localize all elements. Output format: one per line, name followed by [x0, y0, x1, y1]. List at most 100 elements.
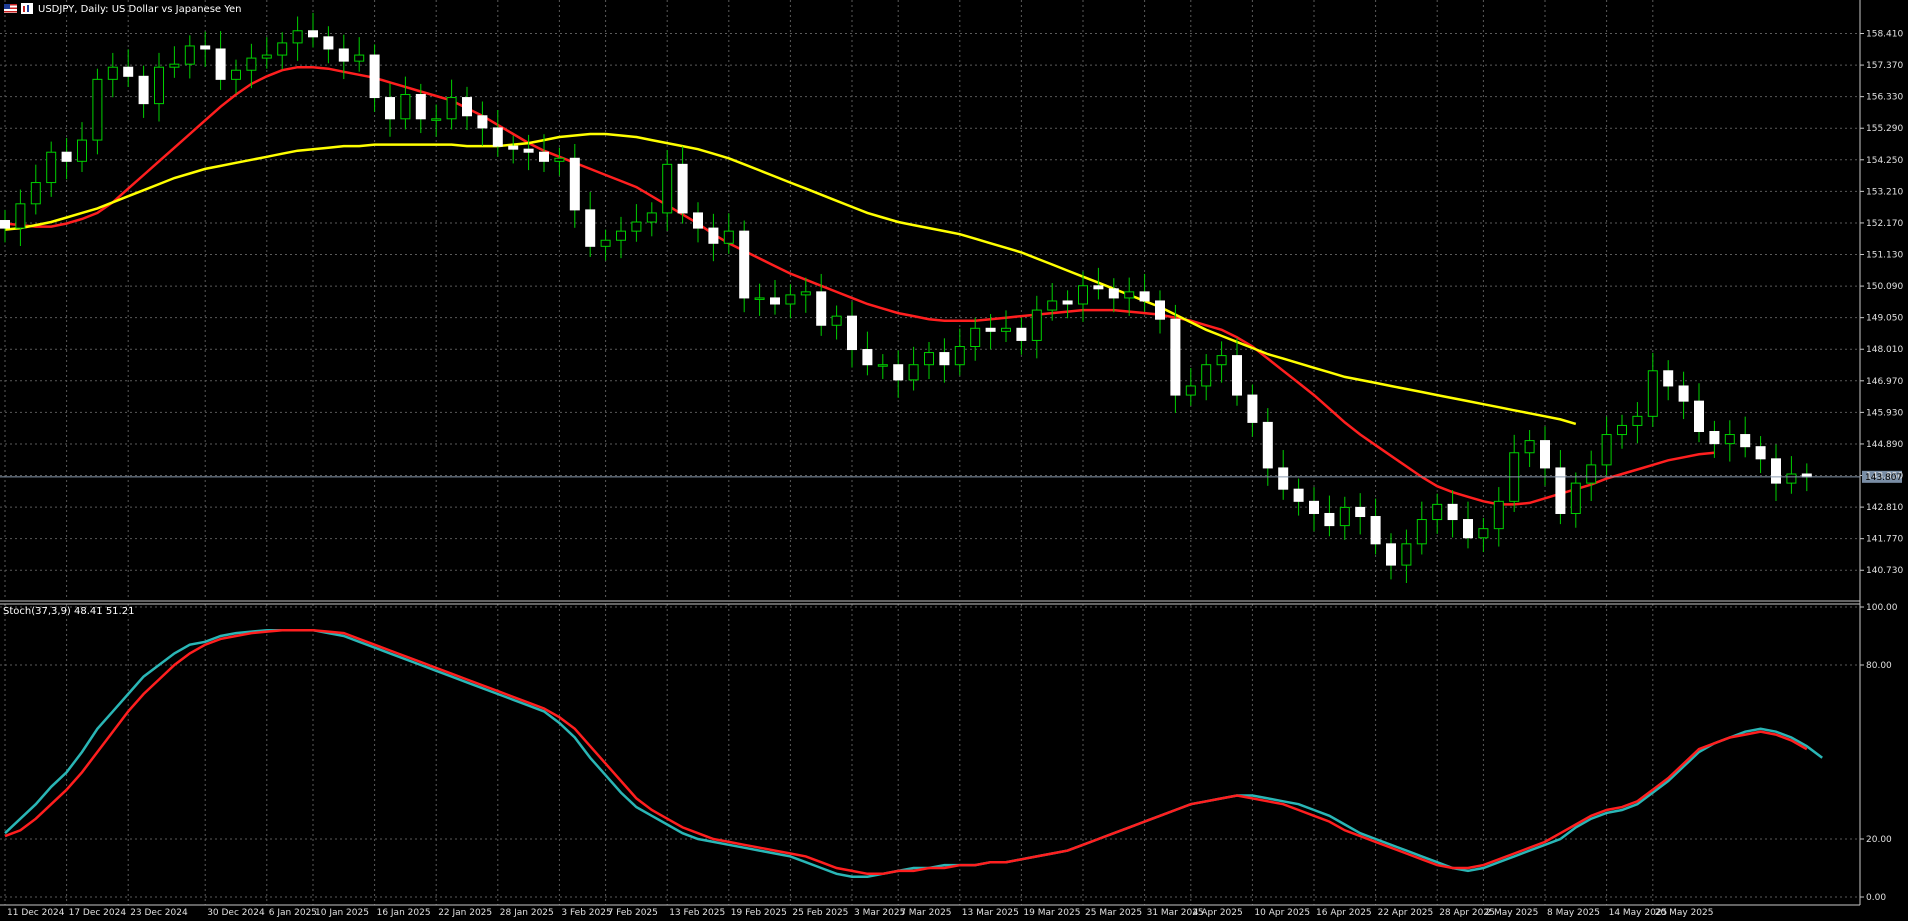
candle-body	[400, 94, 411, 120]
chart-flag-icon	[4, 4, 17, 13]
candle-body	[1370, 516, 1381, 545]
candle-body	[646, 212, 657, 223]
candle	[816, 273, 827, 336]
candle	[1432, 493, 1443, 534]
x-tick-label: 25 Mar 2025	[1085, 908, 1142, 918]
price-tick-label: 155.290	[1866, 124, 1903, 134]
candle-body	[1139, 291, 1150, 302]
candle-body	[292, 30, 303, 44]
candle	[908, 346, 919, 391]
candle-body	[169, 63, 180, 68]
candle-body	[1262, 421, 1273, 469]
candle	[1771, 444, 1781, 502]
candle-body	[1293, 488, 1304, 502]
candle	[77, 122, 87, 172]
chart-type-icon[interactable]	[21, 3, 33, 14]
x-tick-label: 28 Apr 2025	[1439, 908, 1495, 918]
candle	[15, 189, 26, 247]
candle	[261, 37, 272, 69]
candle	[1139, 273, 1150, 312]
candle-body	[462, 97, 472, 117]
candle	[862, 331, 873, 376]
candle	[1570, 472, 1581, 528]
candlesticks	[0, 12, 1812, 583]
candle-body	[708, 227, 719, 244]
candle-body	[585, 209, 596, 247]
price-tick-label: 157.370	[1866, 61, 1903, 71]
candle	[400, 76, 411, 130]
candle	[677, 146, 688, 224]
candle	[1155, 290, 1165, 334]
candle	[893, 350, 904, 398]
candle	[1416, 501, 1427, 555]
x-tick-label: 22 Jan 2025	[438, 908, 492, 918]
candle	[354, 37, 365, 72]
candle	[924, 341, 934, 379]
candle-body	[1493, 500, 1504, 530]
candle	[1401, 529, 1412, 583]
candle	[1232, 337, 1242, 406]
candle	[323, 26, 334, 64]
x-tick-label: 23 Dec 2024	[130, 908, 188, 918]
candle-body	[354, 54, 365, 62]
candle	[1647, 352, 1658, 427]
candle-body	[954, 346, 965, 366]
candle-body	[1632, 415, 1643, 426]
stoch-tick-label: 0.00	[1866, 893, 1886, 903]
candle-body	[1447, 503, 1458, 521]
candle	[277, 32, 288, 70]
candle	[631, 204, 642, 242]
candle-body	[1647, 370, 1658, 417]
x-tick-label: 14 May 2025	[1609, 908, 1668, 918]
candle-body	[1524, 440, 1535, 454]
candle	[369, 44, 380, 112]
x-tick-label: 8 May 2025	[1547, 908, 1600, 918]
candle	[847, 301, 857, 368]
candle	[1108, 278, 1119, 313]
candle-body	[1078, 285, 1088, 305]
stoch-tick-label: 80.00	[1866, 661, 1892, 671]
x-tick-label: 31 Mar 2025	[1147, 908, 1204, 918]
candle-body	[1001, 327, 1011, 332]
candle-body	[508, 145, 519, 150]
candle-body	[123, 66, 134, 77]
candle-body	[985, 327, 996, 332]
candle-body	[1463, 519, 1473, 539]
candle	[154, 52, 164, 122]
candle	[1309, 487, 1319, 532]
price-tick-label: 151.130	[1866, 251, 1903, 261]
candle-body	[908, 364, 919, 381]
candle-body	[1586, 464, 1597, 484]
candle	[1047, 283, 1058, 321]
candle-body	[77, 139, 87, 162]
candle	[1694, 383, 1704, 443]
candle-body	[800, 291, 811, 296]
candle-body	[1062, 300, 1073, 305]
x-tick-label: 16 Apr 2025	[1316, 908, 1372, 918]
x-tick-label: 13 Mar 2025	[962, 908, 1019, 918]
price-tick-label: 149.050	[1866, 314, 1903, 324]
candle-body	[1324, 512, 1335, 527]
candle	[1031, 295, 1042, 359]
price-tick-label: 141.770	[1866, 535, 1903, 545]
candle-body	[1663, 370, 1674, 387]
current-price-label: 143.807	[1865, 473, 1902, 483]
candle	[123, 49, 134, 87]
candle-body	[1124, 291, 1135, 299]
candle	[1262, 408, 1273, 486]
candle-body	[107, 66, 118, 80]
candle	[1493, 487, 1504, 547]
candle	[231, 59, 241, 94]
candle	[1016, 317, 1027, 355]
price-tick-label: 144.890	[1866, 440, 1903, 450]
candle-body	[600, 239, 611, 247]
x-tick-label: 10 Apr 2025	[1254, 908, 1310, 918]
candle-body	[1047, 300, 1058, 311]
candle	[1078, 271, 1088, 322]
candle-body	[785, 294, 796, 305]
candle	[462, 86, 472, 131]
candle	[600, 229, 611, 261]
candle	[308, 12, 318, 48]
candle-body	[30, 182, 41, 205]
candle	[46, 141, 57, 197]
